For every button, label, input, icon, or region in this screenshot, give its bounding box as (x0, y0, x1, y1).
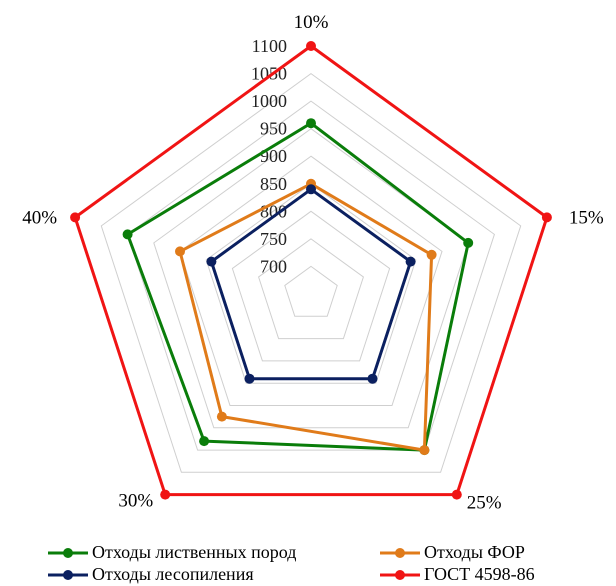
legend-label-2: Отходы лесопиления (92, 564, 254, 584)
series-line-1 (178, 182, 434, 452)
r-tick-label-5: 950 (260, 119, 287, 139)
data-point-1-3 (216, 411, 227, 422)
legend-label-3: ГОСТ 4598-86 (424, 564, 535, 584)
category-label-1: 15% (569, 207, 604, 228)
series-2 (206, 184, 416, 384)
legend-item-3: ГОСТ 4598-86 (378, 564, 535, 585)
data-point-2-0 (306, 184, 316, 195)
data-point-3-1 (541, 212, 552, 223)
legend-marker-2 (63, 569, 73, 580)
series-line-2 (209, 187, 413, 381)
grid-ring-1 (258, 238, 364, 340)
data-point-0-0 (306, 118, 316, 129)
grid-ring-0 (284, 265, 338, 317)
legend-swatch-1 (380, 547, 420, 558)
data-point-0-3 (199, 436, 210, 447)
r-tick-label-4: 900 (260, 146, 287, 166)
r-tick-label-1: 750 (260, 229, 287, 249)
series-line-0 (126, 121, 470, 452)
data-point-3-3 (160, 489, 171, 500)
data-point-1-2 (419, 445, 430, 456)
data-point-3-0 (306, 41, 316, 51)
data-point-1-4 (175, 246, 185, 257)
legend-swatch-3 (380, 569, 420, 580)
data-point-1-1 (426, 249, 437, 260)
legend-swatch-2 (48, 569, 88, 580)
grid-ring-4 (179, 155, 443, 406)
category-label-4: 40% (22, 207, 57, 228)
legend-swatch-0 (48, 547, 88, 558)
legend-marker-0 (63, 547, 73, 558)
legend-label-1: Отходы ФОР (424, 542, 525, 562)
legend-item-0: Отходы лиственных пород (46, 542, 296, 563)
data-point-0-4 (122, 229, 133, 240)
data-point-0-1 (463, 237, 474, 248)
grid-ring-7 (100, 72, 522, 473)
r-tick-label-8: 1100 (252, 36, 287, 56)
data-point-2-4 (206, 256, 217, 267)
data-point-3-2 (451, 489, 462, 500)
legend-item-2: Отходы лесопиления (46, 564, 254, 585)
legend: Отходы лиственных пород Отходы ФОР Отход… (38, 540, 616, 586)
data-point-3-4 (70, 212, 81, 223)
legend-marker-3 (395, 569, 405, 580)
grid-ring-3 (205, 183, 417, 384)
category-label-0: 10% (294, 12, 329, 33)
radar-grid (100, 72, 522, 473)
legend-item-1: Отходы ФОР (378, 542, 525, 563)
legend-label-0: Отходы лиственных пород (92, 542, 297, 562)
data-point-2-2 (367, 373, 378, 384)
data-point-2-3 (244, 373, 255, 384)
r-tick-label-0: 700 (260, 256, 287, 276)
category-label-3: 30% (118, 491, 153, 512)
category-labels: 10% 15% 25% 30% 40% (22, 12, 604, 514)
grid-ring-2 (231, 210, 391, 362)
grid-ring-6 (127, 100, 495, 451)
series-0 (122, 118, 474, 456)
legend-marker-1 (395, 547, 405, 558)
series-3 (70, 41, 552, 500)
category-label-2: 25% (467, 493, 502, 514)
r-tick-label-3: 850 (260, 174, 287, 194)
series-line-3 (73, 44, 549, 497)
series-1 (175, 178, 437, 456)
r-tick-label-6: 1000 (251, 91, 287, 111)
data-point-2-1 (405, 256, 416, 267)
data-series (70, 41, 552, 500)
